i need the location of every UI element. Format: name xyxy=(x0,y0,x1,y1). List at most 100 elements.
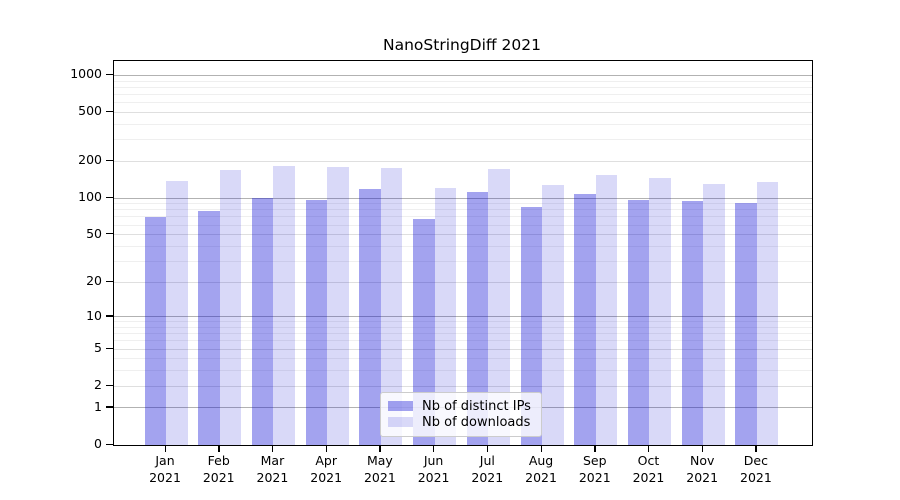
x-tick-oct xyxy=(647,445,650,452)
x-tick-mar xyxy=(271,445,274,452)
gridline-2 xyxy=(114,385,812,387)
bar-ips-sep xyxy=(574,194,596,445)
x-tick-label-aug: Aug 2021 xyxy=(525,453,557,485)
gridline-5 xyxy=(114,348,812,350)
x-tick-feb xyxy=(218,445,220,452)
x-tick-label-jul: Jul 2021 xyxy=(471,453,504,485)
bar-downloads-sep xyxy=(595,174,618,445)
x-tick-jun xyxy=(433,445,435,452)
legend-label-distinct-ips: Nb of distinct IPs xyxy=(422,398,531,414)
y-tick-label-200: 200 xyxy=(78,152,102,168)
gridline-50 xyxy=(114,234,812,236)
minor-gridline-7 xyxy=(114,333,812,335)
y-tick-1000 xyxy=(106,73,113,76)
y-tick-label-100: 100 xyxy=(78,189,102,205)
gridline-500 xyxy=(114,111,812,113)
minor-gridline-6 xyxy=(114,340,812,342)
x-tick-label-feb: Feb 2021 xyxy=(202,453,235,485)
y-tick-200 xyxy=(106,159,113,162)
y-tick-label-0: 0 xyxy=(94,436,102,451)
x-tick-may xyxy=(379,445,381,452)
bar-downloads-oct xyxy=(649,178,671,445)
y-tick-label-10: 10 xyxy=(86,307,102,323)
minor-gridline-9 xyxy=(114,321,812,323)
x-tick-label-sep: Sep 2021 xyxy=(578,453,611,485)
minor-gridline-80 xyxy=(114,209,812,211)
bar-ips-aug xyxy=(520,206,543,445)
x-tick-label-oct: Oct 2021 xyxy=(632,453,665,485)
minor-gridline-8 xyxy=(114,326,812,328)
bar-downloads-aug xyxy=(542,185,564,445)
x-tick-label-jun: Jun 2021 xyxy=(417,453,450,485)
y-tick-label-1: 1 xyxy=(94,398,102,414)
bar-downloads-dec xyxy=(756,182,779,445)
minor-gridline-600 xyxy=(114,102,812,104)
bar-downloads-apr xyxy=(327,166,349,445)
y-tick-10 xyxy=(106,315,113,317)
y-tick-label-500: 500 xyxy=(78,103,102,119)
plot-area: Nb of distinct IPs Nb of downloads xyxy=(113,60,813,446)
bar-ips-may xyxy=(359,189,381,445)
x-tick-jul xyxy=(486,445,489,452)
y-tick-label-50: 50 xyxy=(86,225,102,241)
gridline-100 xyxy=(114,197,812,199)
bar-downloads-jan xyxy=(166,180,188,445)
x-tick-jan xyxy=(164,445,166,452)
y-tick-500 xyxy=(106,110,113,113)
minor-gridline-4 xyxy=(114,358,812,360)
y-tick-100 xyxy=(106,196,113,198)
bar-downloads-jul xyxy=(488,169,510,445)
bar-ips-jun xyxy=(413,219,435,445)
y-tick-5 xyxy=(106,347,113,349)
x-tick-label-may: May 2021 xyxy=(363,453,396,485)
x-tick-label-dec: Dec 2021 xyxy=(740,453,772,485)
x-tick-label-jan: Jan 2021 xyxy=(149,453,181,485)
minor-gridline-60 xyxy=(114,224,812,226)
minor-gridline-70 xyxy=(114,216,812,218)
bar-ips-apr xyxy=(305,199,328,445)
y-tick-label-5: 5 xyxy=(94,340,102,356)
y-tick-label-2: 2 xyxy=(94,377,102,393)
minor-gridline-3 xyxy=(114,370,812,372)
y-tick-50 xyxy=(106,233,113,235)
bar-downloads-feb xyxy=(219,169,242,445)
bar-ips-jul xyxy=(466,192,489,445)
bar-ips-oct xyxy=(627,199,650,445)
gridline-10 xyxy=(114,316,812,318)
bar-ips-jan xyxy=(144,216,166,445)
legend-swatch-distinct-ips xyxy=(388,401,413,411)
bar-downloads-mar xyxy=(273,165,295,445)
bar-downloads-nov xyxy=(703,184,725,445)
minor-gridline-300 xyxy=(114,139,812,141)
x-tick-label-nov: Nov 2021 xyxy=(686,453,719,485)
gridline-1000 xyxy=(114,74,812,76)
y-tick-label-20: 20 xyxy=(86,273,102,289)
x-tick-apr xyxy=(325,445,327,452)
x-tick-nov xyxy=(701,445,703,452)
gridline-20 xyxy=(114,281,812,283)
minor-gridline-800 xyxy=(114,86,812,88)
bar-ips-feb xyxy=(198,210,220,445)
bar-ips-nov xyxy=(681,200,704,445)
bar-ips-mar xyxy=(251,197,274,445)
chart-title: NanoStringDiff 2021 xyxy=(383,36,541,54)
x-tick-dec xyxy=(755,445,757,452)
bar-downloads-jun xyxy=(434,188,457,445)
minor-gridline-40 xyxy=(114,245,812,247)
legend-item-downloads: Nb of downloads xyxy=(388,414,531,430)
minor-gridline-30 xyxy=(114,260,812,262)
x-tick-sep xyxy=(594,445,596,452)
minor-gridline-90 xyxy=(114,203,812,205)
y-tick-0 xyxy=(106,443,113,445)
minor-gridline-400 xyxy=(114,123,812,125)
y-tick-label-1000: 1000 xyxy=(70,66,102,82)
x-tick-label-apr: Apr 2021 xyxy=(310,453,343,485)
y-tick-1 xyxy=(106,406,113,408)
gridline-200 xyxy=(114,160,812,162)
y-tick-2 xyxy=(106,384,113,387)
minor-gridline-900 xyxy=(114,80,812,82)
bar-ips-dec xyxy=(735,203,757,445)
x-tick-aug xyxy=(540,445,542,452)
x-tick-label-mar: Mar 2021 xyxy=(256,453,289,485)
